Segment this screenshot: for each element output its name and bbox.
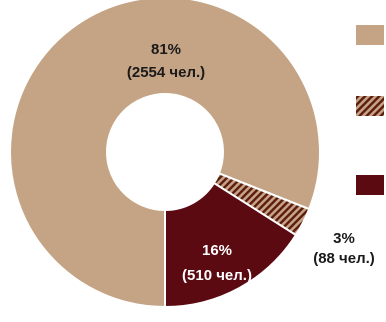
data-label-slice-2-percent: 3% — [333, 230, 355, 247]
data-label-slice-2-count: (88 чел.) — [313, 250, 375, 267]
legend-swatch-slice-2 — [356, 96, 384, 116]
data-label-slice-3-percent: 16% — [202, 242, 232, 259]
donut-slice-1 — [9, 0, 321, 309]
donut-slice-3 — [164, 181, 298, 309]
data-labels: 81% (2554 чел.) 16% (510 чел.) 3% (88 че… — [127, 41, 375, 284]
legend-swatch-slice-1 — [356, 25, 384, 45]
data-label-slice-3-count: (510 чел.) — [182, 267, 252, 284]
slices-group — [9, 0, 321, 309]
legend — [356, 25, 384, 195]
data-label-slice-1-count: (2554 чел.) — [127, 64, 205, 81]
legend-swatch-slice-3 — [356, 175, 384, 195]
data-label-slice-1-percent: 81% — [151, 41, 181, 58]
